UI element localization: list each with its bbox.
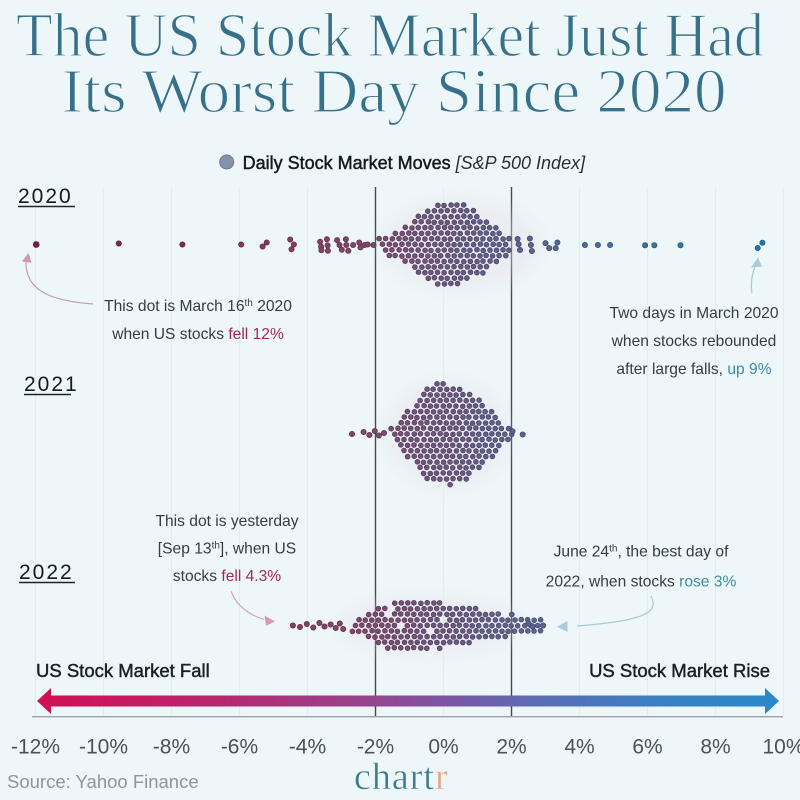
svg-text:Two days in March 2020: Two days in March 2020 xyxy=(609,305,778,322)
svg-text:-2%: -2% xyxy=(357,736,394,759)
svg-text:2020: 2020 xyxy=(18,185,73,208)
svg-text:June 24th, the best day of: June 24th, the best day of xyxy=(554,544,729,561)
svg-text:8%: 8% xyxy=(700,736,730,759)
svg-text:Daily Stock Market Moves [S&P: Daily Stock Market Moves [S&P 500 Index] xyxy=(243,153,586,173)
svg-text:0%: 0% xyxy=(428,736,458,759)
svg-text:-4%: -4% xyxy=(289,736,326,759)
svg-text:This dot is March 16th 2020: This dot is March 16th 2020 xyxy=(104,298,292,315)
svg-text:-12%: -12% xyxy=(11,736,60,759)
svg-text:when US stocks fell 12%: when US stocks fell 12% xyxy=(111,326,284,343)
svg-text:This dot is yesterday: This dot is yesterday xyxy=(155,513,298,530)
svg-text:Source: Yahoo Finance: Source: Yahoo Finance xyxy=(7,771,199,792)
svg-text:-8%: -8% xyxy=(153,736,190,759)
svg-text:[Sep 13th], when US: [Sep 13th], when US xyxy=(158,541,296,558)
svg-text:-10%: -10% xyxy=(79,736,128,759)
svg-text:-6%: -6% xyxy=(221,736,258,759)
svg-text:Its Worst Day Since 2020: Its Worst Day Since 2020 xyxy=(62,58,727,126)
svg-text:2022: 2022 xyxy=(19,561,74,584)
svg-text:The US Stock Market Just Had: The US Stock Market Just Had xyxy=(16,2,764,70)
svg-text:chartr: chartr xyxy=(354,756,449,798)
svg-text:US Stock Market Rise: US Stock Market Rise xyxy=(589,660,770,681)
svg-text:stocks fell 4.3%: stocks fell 4.3% xyxy=(173,568,281,585)
svg-text:4%: 4% xyxy=(564,736,594,759)
svg-text:2%: 2% xyxy=(496,736,526,759)
svg-text:when stocks rebounded: when stocks rebounded xyxy=(611,333,777,350)
svg-text:6%: 6% xyxy=(632,736,662,759)
svg-text:after large falls, up 9%: after large falls, up 9% xyxy=(616,361,771,378)
svg-text:US Stock Market Fall: US Stock Market Fall xyxy=(36,660,210,681)
svg-text:10%: 10% xyxy=(762,736,800,759)
svg-text:2022, when stocks rose 3%: 2022, when stocks rose 3% xyxy=(546,574,737,591)
svg-text:2021: 2021 xyxy=(24,373,79,396)
